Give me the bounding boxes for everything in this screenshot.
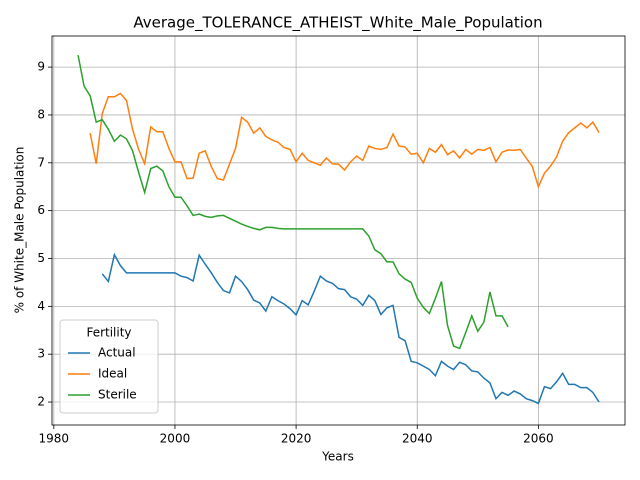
y-tick-label: 3 [37,347,45,361]
y-tick-label: 7 [37,155,45,169]
series-line [89,92,600,189]
legend-label: Ideal [98,367,127,381]
legend-label: Sterile [98,388,137,402]
x-tick-label: 1980 [39,432,70,446]
series-line [101,252,600,405]
x-tick-label: 2000 [160,432,191,446]
y-tick-label: 4 [37,299,45,313]
y-tick-label: 2 [37,395,45,409]
y-axis-label: % of White_Male Population [13,147,27,314]
y-tick-label: 5 [37,251,45,265]
x-tick-label: 2060 [523,432,554,446]
chart-title: Average_TOLERANCE_ATHEIST_White_Male_Pop… [133,14,542,33]
legend-title: Fertility [86,326,131,340]
y-tick-label: 9 [37,60,45,74]
legend-label: Actual [98,346,136,360]
plot-frame [51,35,626,426]
y-tick-label: 8 [37,107,45,121]
series-line [77,54,509,350]
y-tick-label: 6 [37,203,45,217]
x-axis-label: Years [321,450,354,464]
x-tick-label: 2040 [402,432,433,446]
legend-box [59,319,159,414]
x-tick-label: 2020 [281,432,312,446]
legend: Fertility Actual Ideal Sterile [59,319,159,414]
